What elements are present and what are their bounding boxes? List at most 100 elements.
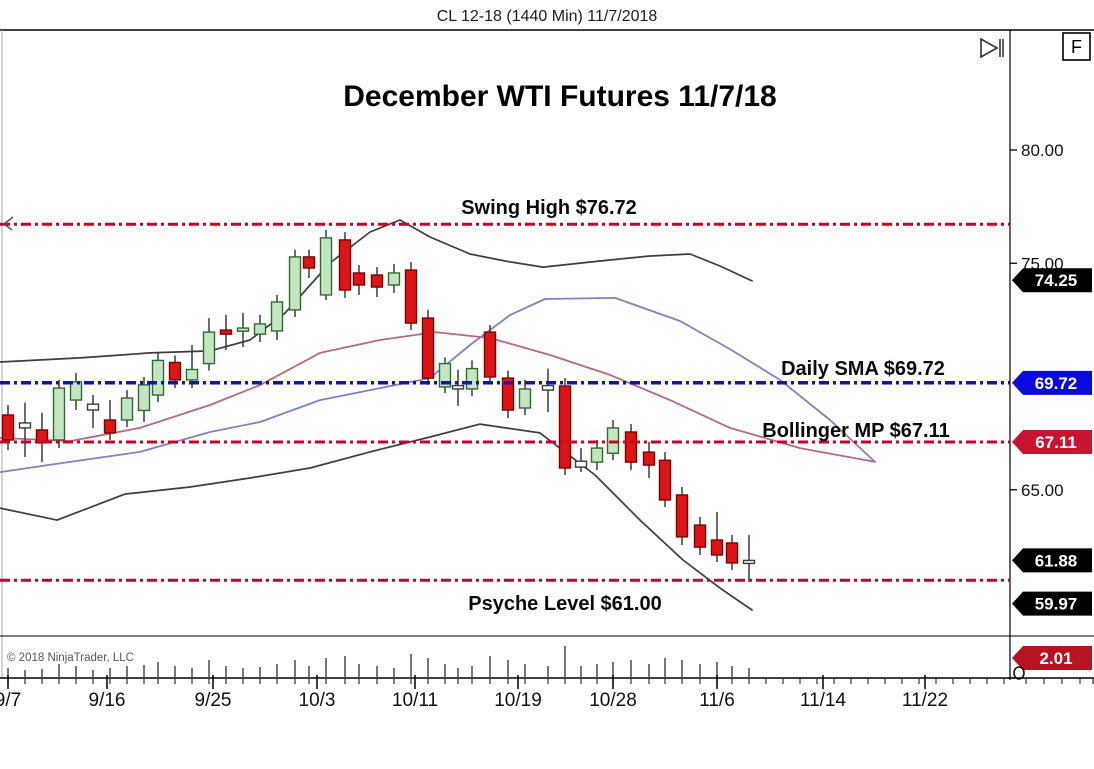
candle xyxy=(451,369,465,406)
candle-body xyxy=(483,331,497,378)
candle-body xyxy=(236,327,250,332)
candle-body xyxy=(185,368,199,381)
candle xyxy=(370,267,384,297)
price-badge: 69.72 xyxy=(1012,370,1092,395)
candle-body xyxy=(742,559,756,565)
price-tick-label: 65.00 xyxy=(1021,481,1064,500)
price-tick-label: 80.00 xyxy=(1021,141,1064,160)
candle xyxy=(338,231,352,298)
candle-body xyxy=(18,422,32,429)
candle xyxy=(270,294,284,341)
moving-average-lines xyxy=(0,219,876,611)
candle xyxy=(421,309,435,385)
candle xyxy=(558,378,572,476)
candle-body xyxy=(465,367,479,390)
candle-body xyxy=(120,397,134,421)
zero-circle-icon xyxy=(1007,666,1025,680)
candle xyxy=(120,390,134,428)
candle-body xyxy=(574,460,588,468)
price-badge-shape xyxy=(1012,548,1092,573)
candle xyxy=(541,368,555,413)
candle xyxy=(693,516,707,555)
candle-body xyxy=(725,542,739,564)
candle xyxy=(483,325,497,384)
candle-body xyxy=(642,451,656,466)
candle xyxy=(465,360,479,396)
candle xyxy=(404,262,418,331)
candle xyxy=(725,535,739,570)
time-axis-label: 9/7 xyxy=(0,690,21,711)
time-axis-label: 10/19 xyxy=(494,690,542,711)
candle xyxy=(675,487,689,546)
bollinger-lower-line xyxy=(0,423,753,611)
level-label: Daily SMA $69.72 xyxy=(781,358,945,380)
candle xyxy=(624,424,638,471)
candle-body xyxy=(370,274,384,288)
candle-body xyxy=(352,272,366,286)
price-badge-shape xyxy=(1012,646,1092,670)
candle-body xyxy=(1,414,15,441)
level-label: Psyche Level $61.00 xyxy=(468,593,661,615)
price-badge-label: 59.97 xyxy=(1035,595,1078,614)
candle-body xyxy=(52,387,66,441)
candle xyxy=(288,249,302,317)
chart-borders xyxy=(0,29,1094,680)
candle-body xyxy=(558,385,572,469)
price-badge: 59.97 xyxy=(1012,591,1092,616)
price-badge-shape xyxy=(1012,429,1092,454)
time-axis-label: 11/22 xyxy=(902,690,948,711)
candle-body xyxy=(658,459,672,501)
candle xyxy=(219,314,233,350)
price-badge-label: 69.72 xyxy=(1035,374,1078,393)
candle-body xyxy=(675,494,689,538)
price-badge: 2.01 xyxy=(1012,646,1092,670)
candle xyxy=(137,376,151,423)
line-start-arrow-icon xyxy=(2,216,14,231)
candle xyxy=(658,452,672,507)
price-badge-label: 61.88 xyxy=(1035,551,1078,570)
price-badge: 61.88 xyxy=(1012,548,1092,573)
candle-body xyxy=(421,317,435,379)
candle-body xyxy=(693,524,707,548)
candle xyxy=(319,229,333,300)
candle-body xyxy=(288,256,302,311)
candle-body xyxy=(518,388,532,409)
candle-body xyxy=(338,239,352,291)
time-axis-label: 9/16 xyxy=(89,690,126,711)
candle-body xyxy=(501,377,515,411)
candle-body xyxy=(86,403,100,411)
candle xyxy=(69,373,83,411)
candle xyxy=(103,400,117,440)
price-badge-shape xyxy=(1012,268,1092,293)
time-axis-label: 11/6 xyxy=(699,690,735,711)
candle-body xyxy=(590,447,604,463)
candle-body xyxy=(151,359,165,396)
candle-body xyxy=(168,361,182,381)
candle-body xyxy=(219,329,233,335)
candle xyxy=(52,379,66,449)
function-box[interactable]: F xyxy=(1062,32,1091,61)
time-axis-label: 10/28 xyxy=(589,690,637,711)
candle xyxy=(518,379,532,416)
sma-blue-line xyxy=(0,296,876,474)
candle xyxy=(202,318,216,371)
price-badges: 74.25 69.72 67.11 61.88 59.97 2.01 xyxy=(1012,268,1092,670)
candle-body xyxy=(69,381,83,401)
candle-body xyxy=(438,362,452,388)
horizontal-level-lines xyxy=(0,222,1010,582)
candle xyxy=(302,249,316,278)
level-label: Bollinger MP $67.11 xyxy=(762,420,950,442)
price-badge-label: 67.11 xyxy=(1035,433,1077,452)
candle xyxy=(387,263,401,293)
skip-to-end-icon[interactable] xyxy=(980,37,1004,59)
price-badge-shape xyxy=(1012,370,1092,395)
price-badge: 74.25 xyxy=(1012,268,1092,293)
candle-body xyxy=(451,384,465,390)
candle-body xyxy=(202,331,216,365)
level-label: Swing High $76.72 xyxy=(461,197,637,219)
candle-body xyxy=(302,256,316,269)
time-axis-label: 9/25 xyxy=(195,690,232,711)
candle-body xyxy=(404,269,418,324)
price-badge-shape xyxy=(1012,591,1092,616)
